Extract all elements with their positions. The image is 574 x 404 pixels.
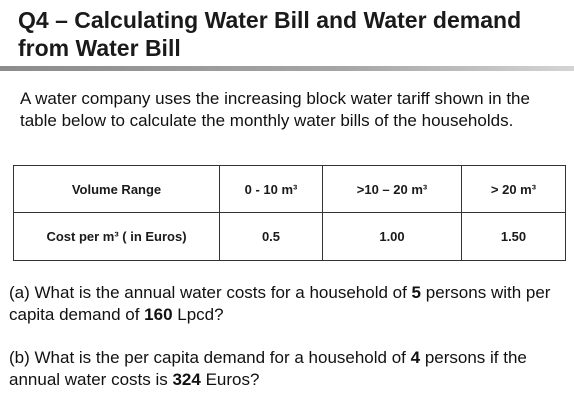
table-header-row: Volume Range 0 - 10 m³ >10 – 20 m³ > 20 … (13, 165, 566, 213)
question-a-persons: 5 (411, 283, 422, 302)
question-b: (b) What is the per capita demand for a … (9, 347, 569, 391)
question-b-text-2: persons if the annual water costs is (9, 348, 527, 389)
table-row-label: Cost per m³ ( in Euros) (13, 212, 220, 261)
tariff-table: Volume Range 0 - 10 m³ >10 – 20 m³ > 20 … (13, 165, 566, 261)
title-divider (0, 66, 574, 71)
table-header-cell: >10 – 20 m³ (322, 165, 462, 213)
table-cell: 1.00 (322, 212, 462, 261)
question-a-text-2: persons with per capita demand of (9, 283, 551, 324)
intro-paragraph: A water company uses the increasing bloc… (20, 89, 530, 130)
table-cell: 1.50 (461, 212, 566, 261)
table-row: Cost per m³ ( in Euros) 0.5 1.00 1.50 (13, 212, 566, 261)
question-a: (a) What is the annual water costs for a… (9, 282, 569, 326)
question-a-text-3: Lpcd? (172, 305, 224, 324)
question-a-text-1: (a) What is the annual water costs for a… (9, 283, 412, 302)
question-b-text-3: Euros? (200, 370, 260, 389)
question-a-demand: 160 (144, 305, 173, 324)
question-b-cost: 324 (172, 370, 201, 389)
table-header-cell: > 20 m³ (461, 165, 566, 213)
table-cell: 0.5 (219, 212, 323, 261)
question-b-persons: 4 (410, 348, 421, 367)
table-header-cell: 0 - 10 m³ (219, 165, 323, 213)
question-b-text-1: (b) What is the per capita demand for a … (9, 348, 411, 367)
page-title: Q4 – Calculating Water Bill and Water de… (18, 7, 522, 61)
table-header-cell: Volume Range (13, 165, 220, 213)
